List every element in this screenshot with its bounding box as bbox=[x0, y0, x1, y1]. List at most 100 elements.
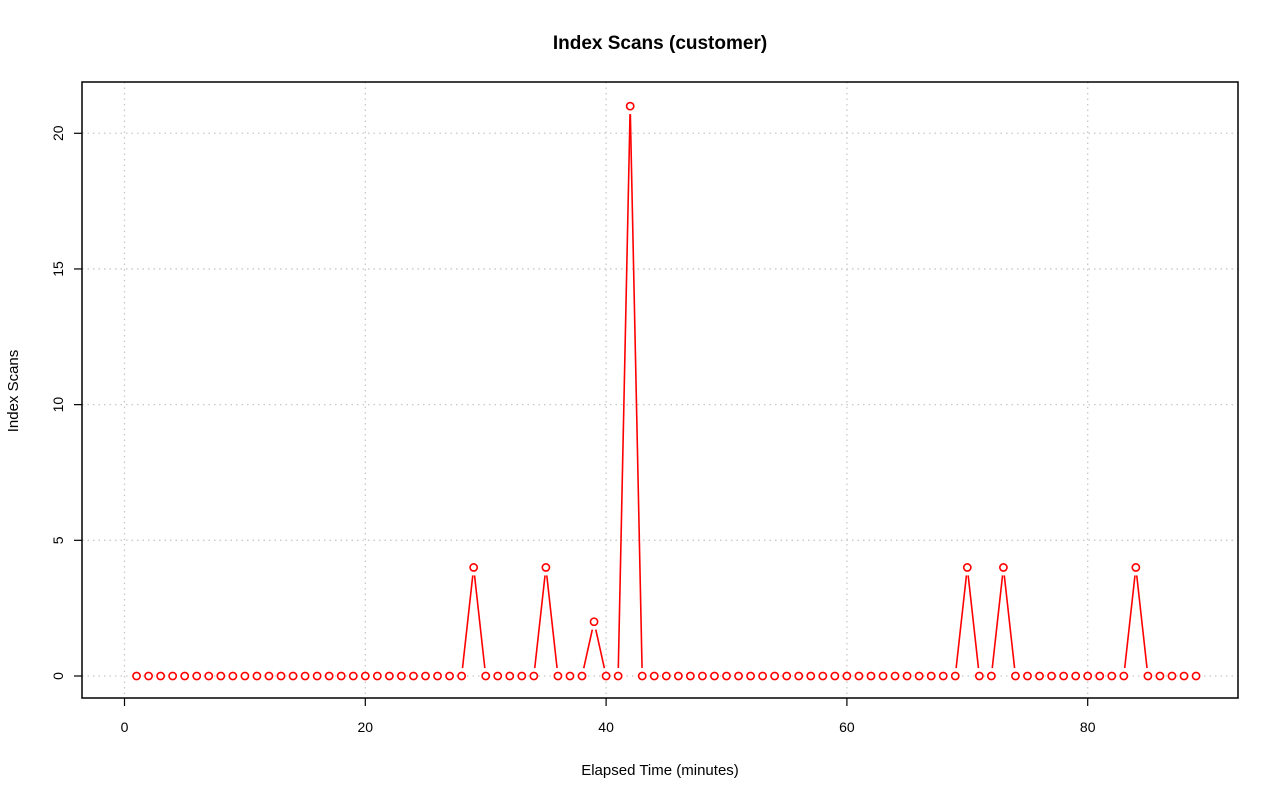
data-point bbox=[710, 671, 719, 681]
data-point bbox=[541, 563, 551, 572]
data-point bbox=[1179, 671, 1189, 681]
series-segment bbox=[533, 575, 546, 669]
y-tick-label: 10 bbox=[50, 397, 66, 413]
data-point bbox=[974, 671, 984, 681]
data-point bbox=[770, 671, 780, 681]
series-segment bbox=[955, 575, 968, 669]
data-point bbox=[481, 671, 491, 681]
series-segment bbox=[629, 114, 643, 669]
data-point bbox=[1131, 563, 1141, 572]
data-point bbox=[216, 671, 226, 681]
data-point bbox=[637, 671, 647, 681]
data-point bbox=[421, 671, 430, 681]
data-point bbox=[962, 563, 972, 572]
data-point bbox=[240, 671, 250, 681]
data-point bbox=[830, 671, 840, 681]
data-point bbox=[1191, 671, 1201, 681]
x-tick-label: 20 bbox=[358, 719, 374, 735]
data-point bbox=[493, 671, 503, 681]
data-point bbox=[734, 671, 743, 681]
data-point bbox=[818, 671, 828, 681]
data-point bbox=[601, 671, 611, 681]
y-tick-label: 5 bbox=[50, 536, 66, 544]
data-point bbox=[866, 671, 876, 681]
data-point bbox=[1011, 671, 1020, 681]
data-point bbox=[144, 671, 153, 681]
data-point bbox=[938, 671, 948, 681]
data-point bbox=[565, 671, 575, 681]
data-point bbox=[1059, 671, 1069, 681]
data-point bbox=[999, 563, 1008, 572]
data-point bbox=[1071, 671, 1081, 681]
data-point bbox=[854, 671, 864, 681]
data-point bbox=[228, 671, 238, 681]
x-tick-label: 0 bbox=[121, 719, 129, 735]
data-point bbox=[168, 671, 178, 681]
data-point bbox=[264, 671, 274, 681]
data-point bbox=[156, 671, 166, 681]
x-tick-label: 40 bbox=[598, 719, 614, 735]
data-point bbox=[914, 671, 924, 681]
data-point bbox=[1047, 671, 1056, 681]
data-point bbox=[1107, 671, 1117, 681]
data-point bbox=[1095, 671, 1105, 681]
data-point bbox=[132, 671, 141, 681]
series-segment bbox=[1003, 575, 1016, 669]
series-segment bbox=[991, 575, 1004, 669]
y-tick-label: 0 bbox=[50, 672, 66, 680]
data-point bbox=[661, 671, 671, 681]
axis-ticks: 0 20 40 60 80 0 5 10 15 20 bbox=[50, 125, 1096, 735]
data-point bbox=[288, 671, 298, 681]
series-line bbox=[461, 114, 1148, 669]
data-point bbox=[589, 617, 599, 627]
series-segment bbox=[473, 575, 486, 669]
data-point bbox=[433, 671, 442, 681]
data-point bbox=[782, 671, 792, 681]
data-point bbox=[673, 671, 683, 681]
data-point bbox=[457, 671, 467, 681]
data-point bbox=[409, 671, 418, 681]
data-point bbox=[336, 671, 346, 681]
x-axis-label: Elapsed Time (minutes) bbox=[581, 762, 739, 779]
data-point bbox=[372, 671, 382, 681]
series-segment bbox=[1123, 575, 1136, 669]
data-point bbox=[950, 671, 960, 681]
series-segment bbox=[1135, 575, 1148, 669]
chart-title: Index Scans (customer) bbox=[553, 33, 767, 54]
data-point bbox=[902, 671, 912, 681]
data-point bbox=[397, 671, 406, 681]
data-point bbox=[517, 671, 527, 681]
data-point bbox=[649, 671, 659, 681]
data-point bbox=[746, 671, 755, 681]
data-point bbox=[625, 101, 635, 111]
data-point bbox=[794, 671, 804, 681]
series-segment bbox=[461, 575, 474, 669]
data-point bbox=[445, 671, 454, 681]
x-tick-label: 60 bbox=[839, 719, 855, 735]
data-point bbox=[758, 671, 768, 681]
data-point bbox=[926, 671, 936, 681]
data-point bbox=[529, 671, 539, 681]
data-point bbox=[613, 671, 623, 681]
series-segment bbox=[595, 629, 606, 669]
data-point bbox=[312, 671, 322, 681]
data-point bbox=[1023, 671, 1032, 681]
data-point bbox=[1167, 671, 1177, 681]
data-point bbox=[192, 671, 202, 681]
data-point bbox=[360, 671, 370, 681]
data-point bbox=[1143, 671, 1153, 681]
grid bbox=[82, 82, 1238, 698]
data-point bbox=[469, 563, 479, 572]
data-point bbox=[842, 671, 852, 681]
data-point bbox=[685, 671, 695, 681]
data-point bbox=[505, 671, 515, 681]
plot-frame bbox=[81, 81, 1239, 699]
data-point bbox=[180, 671, 190, 681]
y-tick-label: 20 bbox=[50, 125, 66, 141]
data-point bbox=[300, 671, 310, 681]
data-point bbox=[384, 671, 394, 681]
data-point bbox=[986, 671, 996, 681]
data-point bbox=[722, 671, 731, 681]
series-points bbox=[132, 101, 1201, 681]
